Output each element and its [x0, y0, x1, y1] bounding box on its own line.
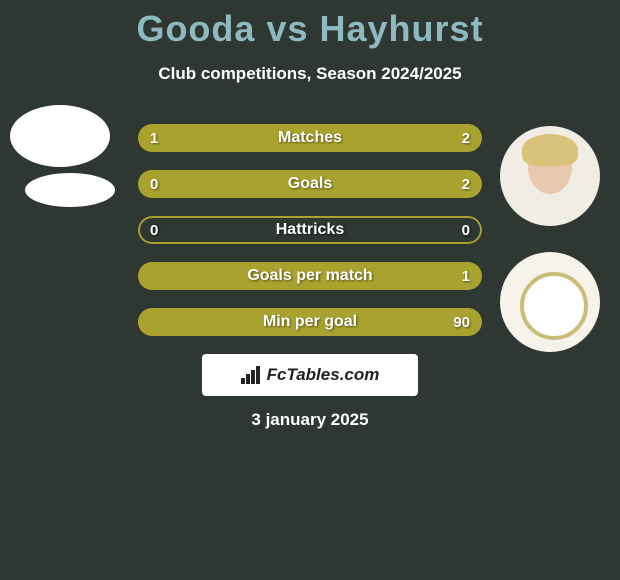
player1-avatar [10, 105, 110, 167]
stat-row: Goals0 2 [138, 170, 482, 198]
subtitle: Club competitions, Season 2024/2025 [0, 64, 620, 84]
stats-container: Matches12Goals02Hattricks00Goals per mat… [138, 124, 482, 354]
vs-separator: vs [266, 8, 308, 49]
stat-label: Matches [138, 124, 482, 152]
branding-box: FcTables.com [202, 354, 418, 396]
player1-name: Gooda [136, 8, 255, 49]
stat-row: Min per goal90 [138, 308, 482, 336]
stat-label: Goals per match [138, 262, 482, 290]
stat-row: Matches1 2 [138, 124, 482, 152]
stat-value-left: 1 [138, 124, 170, 152]
stat-label: Hattricks [138, 216, 482, 244]
player2-name: Hayhurst [320, 8, 484, 49]
stat-value-left: 0 [138, 216, 170, 244]
player2-avatar [500, 126, 600, 226]
stat-value-left: 0 [138, 170, 170, 198]
stat-row: Goals per match1 [138, 262, 482, 290]
stat-value-right: 90 [441, 308, 482, 336]
stat-label: Min per goal [138, 308, 482, 336]
stat-value-right: 0 [450, 216, 482, 244]
player1-club-badge [25, 173, 115, 207]
stat-value-right: 2 [450, 124, 482, 152]
branding-text: FcTables.com [267, 365, 380, 385]
chart-icon [241, 366, 261, 384]
player2-club-badge [500, 252, 600, 352]
page-title: Gooda vs Hayhurst [0, 0, 620, 50]
stat-value-left [138, 262, 162, 290]
date-text: 3 january 2025 [0, 410, 620, 430]
stat-label: Goals [138, 170, 482, 198]
stat-row: Hattricks0 0 [138, 216, 482, 244]
comparison-card: Gooda vs Hayhurst Club competitions, Sea… [0, 0, 620, 580]
stat-value-right: 1 [450, 262, 482, 290]
stat-value-left [138, 308, 162, 336]
stat-value-right: 2 [450, 170, 482, 198]
